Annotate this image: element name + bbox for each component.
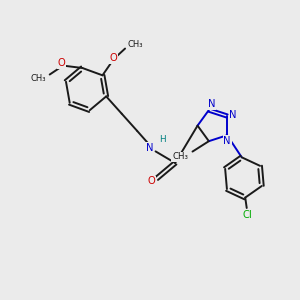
Text: CH₃: CH₃	[31, 74, 46, 82]
Text: CH₃: CH₃	[128, 40, 143, 50]
Text: O: O	[58, 58, 65, 68]
Text: H: H	[159, 135, 166, 144]
Text: CH₃: CH₃	[172, 152, 188, 161]
Text: N: N	[229, 110, 237, 120]
Text: O: O	[148, 176, 155, 186]
Text: N: N	[146, 142, 153, 152]
Text: N: N	[208, 99, 216, 109]
Text: O: O	[109, 53, 117, 63]
Text: Cl: Cl	[242, 210, 252, 220]
Text: N: N	[224, 136, 231, 146]
